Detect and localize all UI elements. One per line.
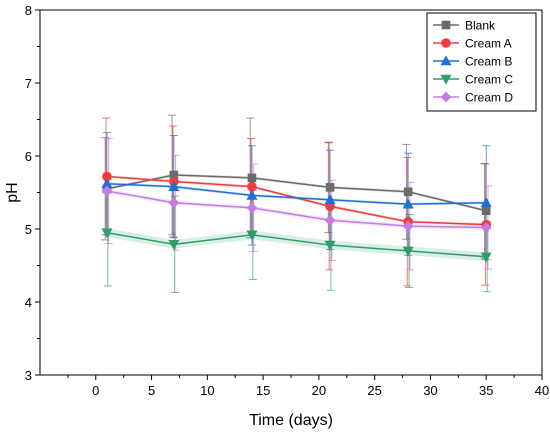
y-tick-label: 5: [25, 222, 32, 237]
x-tick-label: 5: [148, 383, 155, 398]
series-lines: [106, 174, 487, 258]
y-tick-label: 3: [25, 368, 32, 383]
x-axis-ticks: 0 5 10 15 20 25 30 35 40: [67, 375, 549, 398]
legend-label: Cream B: [465, 55, 512, 69]
legend-label: Cream A: [465, 37, 512, 51]
point-blank: [403, 187, 413, 197]
x-tick-label: 30: [423, 383, 437, 398]
band-cream-a: [106, 174, 487, 227]
y-axis-title: pH: [4, 182, 21, 202]
point-cream-d: [246, 202, 258, 214]
point-cream-d: [101, 185, 113, 197]
band-cream-d: [106, 188, 487, 230]
legend-swatch-marker: [440, 55, 452, 66]
line-cream-a: [106, 175, 487, 226]
legend-swatch-marker: [440, 74, 452, 85]
point-cream-c: [168, 240, 180, 250]
point-cream-d: [402, 220, 414, 232]
point-cream-c: [246, 230, 258, 241]
point-cream-d: [324, 214, 336, 226]
x-tick-label: 10: [200, 383, 214, 398]
x-tick-label: 35: [479, 383, 493, 398]
x-tick-label: 40: [535, 383, 549, 398]
point-cream-c: [101, 228, 113, 239]
legend-item-cream-c: Cream C: [433, 73, 513, 87]
line-cream-b: [106, 182, 487, 205]
legend-label: Cream D: [465, 91, 513, 105]
point-cream-c: [480, 252, 492, 263]
point-cream-b: [480, 197, 492, 208]
series-markers: [101, 170, 492, 263]
y-tick-label: 8: [25, 3, 32, 18]
x-axis-title: Time (days): [249, 412, 333, 429]
point-cream-d: [168, 197, 180, 209]
point-cream-c: [324, 240, 336, 251]
y-tick-label: 7: [25, 76, 32, 91]
point-blank: [247, 173, 257, 183]
point-blank: [481, 206, 491, 216]
line-blank: [106, 174, 487, 212]
x-tick-label: 15: [256, 383, 270, 398]
point-cream-c: [402, 246, 414, 257]
legend-swatch-marker: [441, 38, 451, 48]
legend-swatch-marker: [441, 20, 451, 30]
legend-item-cream-a: Cream A: [433, 37, 512, 51]
y-axis-ticks: 3 4 5 6 7 8: [25, 3, 40, 383]
point-cream-b: [168, 181, 180, 191]
x-tick-label: 25: [367, 383, 381, 398]
legend-item-blank: Blank: [433, 19, 496, 33]
y-tick-label: 6: [25, 149, 32, 164]
point-cream-d: [480, 222, 492, 233]
y-tick-label: 4: [25, 295, 32, 310]
point-cream-b: [402, 198, 414, 209]
legend: Blank Cream A Cream B Cream C Cream D: [426, 12, 537, 112]
x-tick-label: 0: [92, 383, 99, 398]
legend-label: Blank: [465, 19, 496, 33]
band-cream-c: [106, 228, 487, 262]
legend-item-cream-d: Cream D: [433, 91, 513, 105]
legend-swatch-marker: [440, 91, 452, 103]
legend-item-cream-b: Cream B: [433, 55, 512, 69]
x-tick-label: 20: [312, 383, 326, 398]
point-cream-b: [246, 189, 258, 200]
legend-label: Cream C: [465, 73, 513, 87]
point-cream-b: [324, 194, 336, 205]
point-blank: [325, 183, 335, 192]
line-cream-d: [106, 190, 487, 229]
line-cream-c: [106, 231, 487, 258]
